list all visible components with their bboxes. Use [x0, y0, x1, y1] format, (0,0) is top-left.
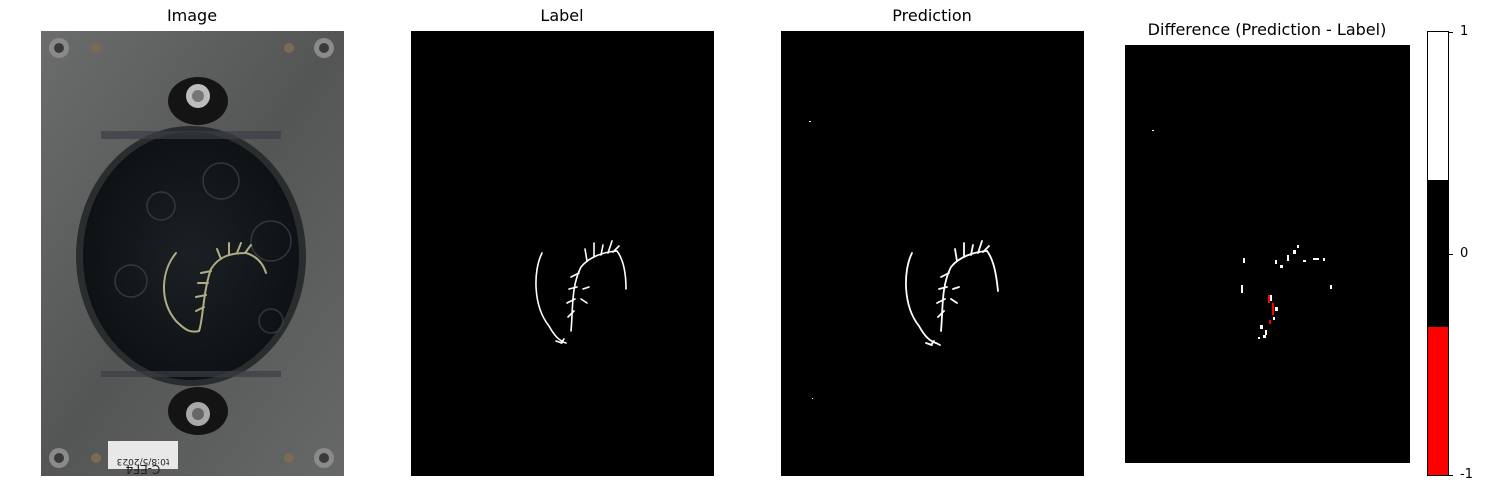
specimen-image: t0:8/5/2023 C-EF4	[41, 31, 344, 476]
colorbar-tick-label: 1	[1460, 24, 1469, 39]
colorbar-tick-mark	[1449, 32, 1453, 33]
colorbar-segment-mid	[1428, 179, 1448, 328]
prediction-mask-panel	[781, 31, 1084, 476]
prediction-mask	[809, 121, 999, 399]
label-mask	[535, 240, 627, 344]
colorbar-segment-high	[1428, 32, 1448, 180]
label-panel-title: Label	[540, 6, 584, 25]
colorbar	[1427, 31, 1449, 476]
label-mask-panel	[411, 31, 714, 476]
colorbar-tick-label: 0	[1460, 245, 1469, 261]
colorbar-tick-label: -1	[1460, 467, 1473, 482]
difference-panel-title: Difference (Prediction - Label)	[1147, 20, 1387, 39]
specimen-sticker-line1: t0:8/5/2023	[117, 456, 170, 466]
screw-icon	[49, 38, 334, 468]
specimen-image-panel: t0:8/5/2023 C-EF4	[41, 31, 344, 476]
root-structure	[163, 242, 267, 333]
image-panel-title: Image	[166, 6, 218, 25]
specimen-sticker-line2: C-EF4	[126, 462, 161, 476]
difference-map	[1152, 130, 1332, 339]
colorbar-tick-mark	[1449, 253, 1453, 255]
colorbar-segment-low	[1428, 327, 1448, 475]
colorbar-tick-mark	[1449, 475, 1453, 476]
prediction-panel-title: Prediction	[892, 6, 972, 25]
difference-map-panel	[1125, 45, 1410, 463]
